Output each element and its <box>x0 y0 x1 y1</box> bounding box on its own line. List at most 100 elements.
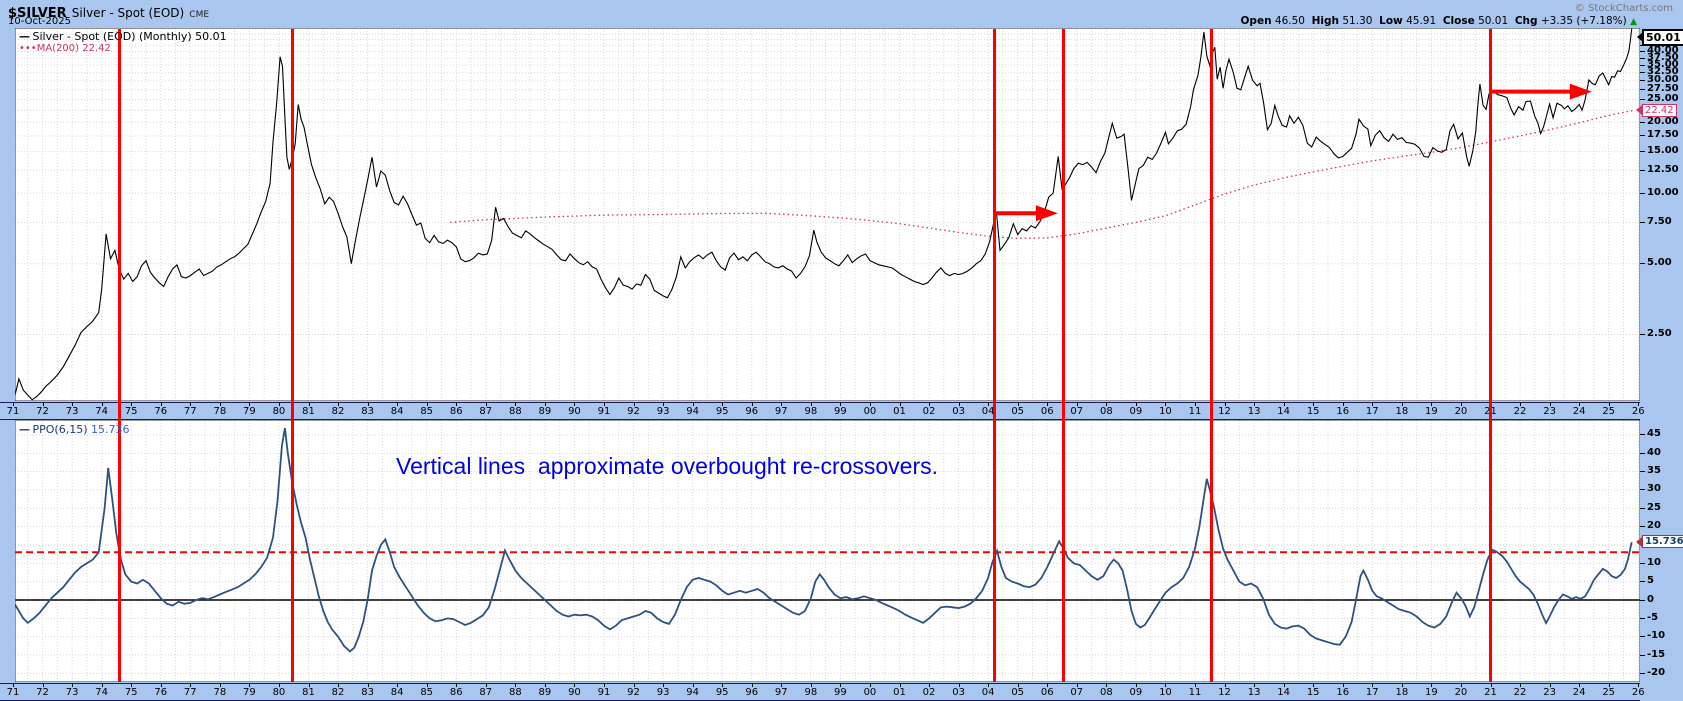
overbought-recross-line <box>291 29 295 682</box>
x-tick <box>42 403 44 406</box>
year-label: 18 <box>1395 406 1409 417</box>
x-tick <box>1106 403 1108 406</box>
x-tick <box>810 684 812 687</box>
y-axis-label: 37.50 <box>1640 51 1679 63</box>
x-tick <box>1106 684 1108 687</box>
year-label: 85 <box>420 687 434 698</box>
year-label: 06 <box>1040 406 1054 417</box>
x-tick <box>190 684 192 687</box>
year-label: 85 <box>420 406 434 417</box>
x-tick <box>840 403 842 406</box>
x-tick <box>219 403 221 406</box>
year-label: 98 <box>804 687 818 698</box>
x-tick <box>308 684 310 687</box>
x-tick <box>958 403 960 406</box>
x-tick <box>426 403 428 406</box>
year-label: 86 <box>449 406 463 417</box>
y-axis-label: -5 <box>1639 611 1659 623</box>
x-tick <box>988 403 990 406</box>
y-axis-label: 12.50 <box>1640 163 1679 175</box>
x-tick <box>160 684 162 687</box>
year-label: 23 <box>1543 687 1556 698</box>
year-label: 98 <box>804 406 818 417</box>
y-axis-label: 45 <box>1640 428 1661 440</box>
year-label: 88 <box>508 406 522 417</box>
year-label: 25 <box>1602 687 1616 698</box>
high-label: High <box>1311 15 1340 27</box>
x-tick <box>1460 684 1462 687</box>
x-tick <box>751 403 753 406</box>
ma-value-box: 22.42 <box>1636 103 1677 117</box>
year-label: 97 <box>774 406 788 417</box>
y-axis-label: 27.50 <box>1640 83 1679 95</box>
price-line <box>15 28 1633 401</box>
close-label: Close <box>1442 15 1475 27</box>
year-label: 00 <box>863 687 877 698</box>
year-label: 74 <box>95 406 109 417</box>
x-tick <box>1372 403 1374 406</box>
year-label: 03 <box>952 687 965 698</box>
year-label: 16 <box>1336 406 1350 417</box>
year-label: 26 <box>1631 687 1645 698</box>
year-label: 17 <box>1365 406 1379 417</box>
x-tick <box>1490 684 1492 687</box>
x-tick <box>1549 403 1551 406</box>
close-value: 50.01 <box>1478 15 1509 27</box>
ppo-line-glyph: — <box>19 423 30 436</box>
x-tick <box>633 403 635 406</box>
year-label: 71 <box>6 687 20 698</box>
year-label: 94 <box>686 406 700 417</box>
x-tick <box>899 403 901 406</box>
year-label: 87 <box>479 687 493 698</box>
x-tick <box>692 684 694 687</box>
red-arrow-head-icon <box>1569 83 1592 100</box>
y-axis-label: 20.00 <box>1640 115 1679 127</box>
year-label: 17 <box>1365 687 1379 698</box>
y-axis-label: -20 <box>1639 666 1666 678</box>
year-label: 87 <box>479 406 493 417</box>
x-tick <box>1313 684 1315 687</box>
x-tick <box>1342 684 1344 687</box>
ppo-panel-bg <box>15 420 1640 682</box>
x-axis-top: 71 72 73 74 75 76 77 78 79 80 81 82 83 84 85 86 87 88 89 90… <box>0 402 1645 420</box>
year-label: 05 <box>1011 687 1025 698</box>
ma-legend: •••MA(200) 22.42 <box>19 43 111 54</box>
year-label: 04 <box>981 687 995 698</box>
up-arrow-icon: ▲ <box>1630 17 1637 27</box>
year-label: 12 <box>1218 406 1231 417</box>
y-axis-label: 35.00 <box>1640 58 1679 70</box>
x-tick <box>1638 684 1640 687</box>
year-label: 25 <box>1602 406 1616 417</box>
y-axis-label: 40.00 <box>1640 45 1679 57</box>
year-label: 78 <box>213 687 227 698</box>
exchange: CME <box>189 10 210 20</box>
x-tick <box>544 684 546 687</box>
y-axis-label: 25.00 <box>1640 92 1679 104</box>
x-tick <box>1313 403 1315 406</box>
year-label: 93 <box>656 406 670 417</box>
year-label: 97 <box>774 687 788 698</box>
x-tick <box>1165 403 1167 406</box>
year-label: 11 <box>1188 406 1202 417</box>
year-label: 26 <box>1631 406 1645 417</box>
ppo-panel <box>15 420 1640 682</box>
year-label: 72 <box>36 687 49 698</box>
x-tick <box>1608 684 1610 687</box>
year-label: 79 <box>243 687 256 698</box>
x-tick <box>42 684 44 687</box>
x-tick <box>338 684 340 687</box>
year-label: 86 <box>449 687 463 698</box>
chg-value: +3.35 (+7.18%) <box>1540 15 1627 27</box>
x-tick <box>13 403 14 406</box>
x-tick <box>1135 684 1137 687</box>
x-tick <box>456 684 458 687</box>
x-tick <box>722 403 724 406</box>
x-tick <box>190 403 192 406</box>
year-label: 91 <box>597 687 611 698</box>
year-label: 84 <box>390 406 404 417</box>
x-axis-bottom: 71 72 73 74 75 76 77 78 79 80 81 82 83 84 85 86 87 88 89 90… <box>0 683 1645 701</box>
year-label: 14 <box>1277 687 1291 698</box>
x-tick <box>929 684 931 687</box>
year-label: 22 <box>1513 406 1527 417</box>
